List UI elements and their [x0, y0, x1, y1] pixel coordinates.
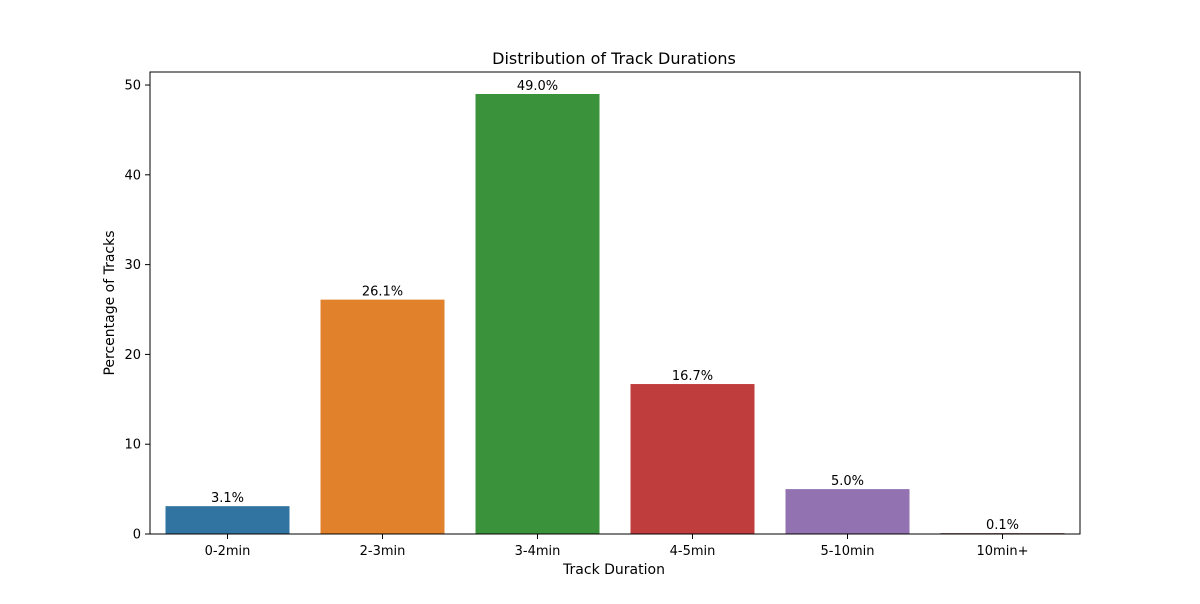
x-tick-label: 0-2min: [205, 544, 251, 559]
bar-value-label: 5.0%: [831, 474, 864, 489]
x-tick-label: 2-3min: [360, 544, 406, 559]
bar-labels-layer: 3.1% 26.1% 49.0% 16.7% 5.0% 0.1%: [211, 79, 1019, 533]
bar-4-5min: [630, 384, 755, 534]
chart-title: Distribution of Track Durations: [492, 49, 736, 68]
bar-3-4min: [475, 94, 600, 534]
bar-value-label: 0.1%: [986, 518, 1019, 533]
y-tick-label: 40: [124, 168, 141, 183]
plot-frame: [149, 71, 1081, 535]
y-tick-label: 10: [124, 438, 141, 453]
bar-0-2min: [165, 506, 290, 534]
x-axis-label: Track Duration: [562, 562, 665, 578]
x-tick-label: 3-4min: [515, 544, 561, 559]
x-tick-label: 5-10min: [820, 544, 874, 559]
y-tick-label: 0: [133, 528, 141, 543]
bar-value-label: 49.0%: [517, 79, 558, 94]
x-tick-label: 10min+: [977, 544, 1029, 559]
y-axis-label: Percentage of Tracks: [102, 230, 118, 375]
bar-5-10min: [785, 489, 910, 534]
y-tick-label: 30: [124, 258, 141, 273]
x-tick-label: 4-5min: [670, 544, 716, 559]
bar-2-3min: [320, 299, 445, 534]
y-axis-ticks: 0 10 20 30 40 50: [124, 79, 150, 543]
bar-value-label: 3.1%: [211, 491, 244, 506]
y-tick-label: 50: [124, 79, 141, 94]
y-tick-label: 20: [124, 348, 141, 363]
bar-value-label: 26.1%: [362, 285, 403, 300]
x-axis-ticks: 0-2min 2-3min 3-4min 4-5min 5-10min 10min+: [205, 534, 1029, 559]
bar-value-label: 16.7%: [672, 369, 713, 384]
bars-layer: [165, 94, 1065, 534]
